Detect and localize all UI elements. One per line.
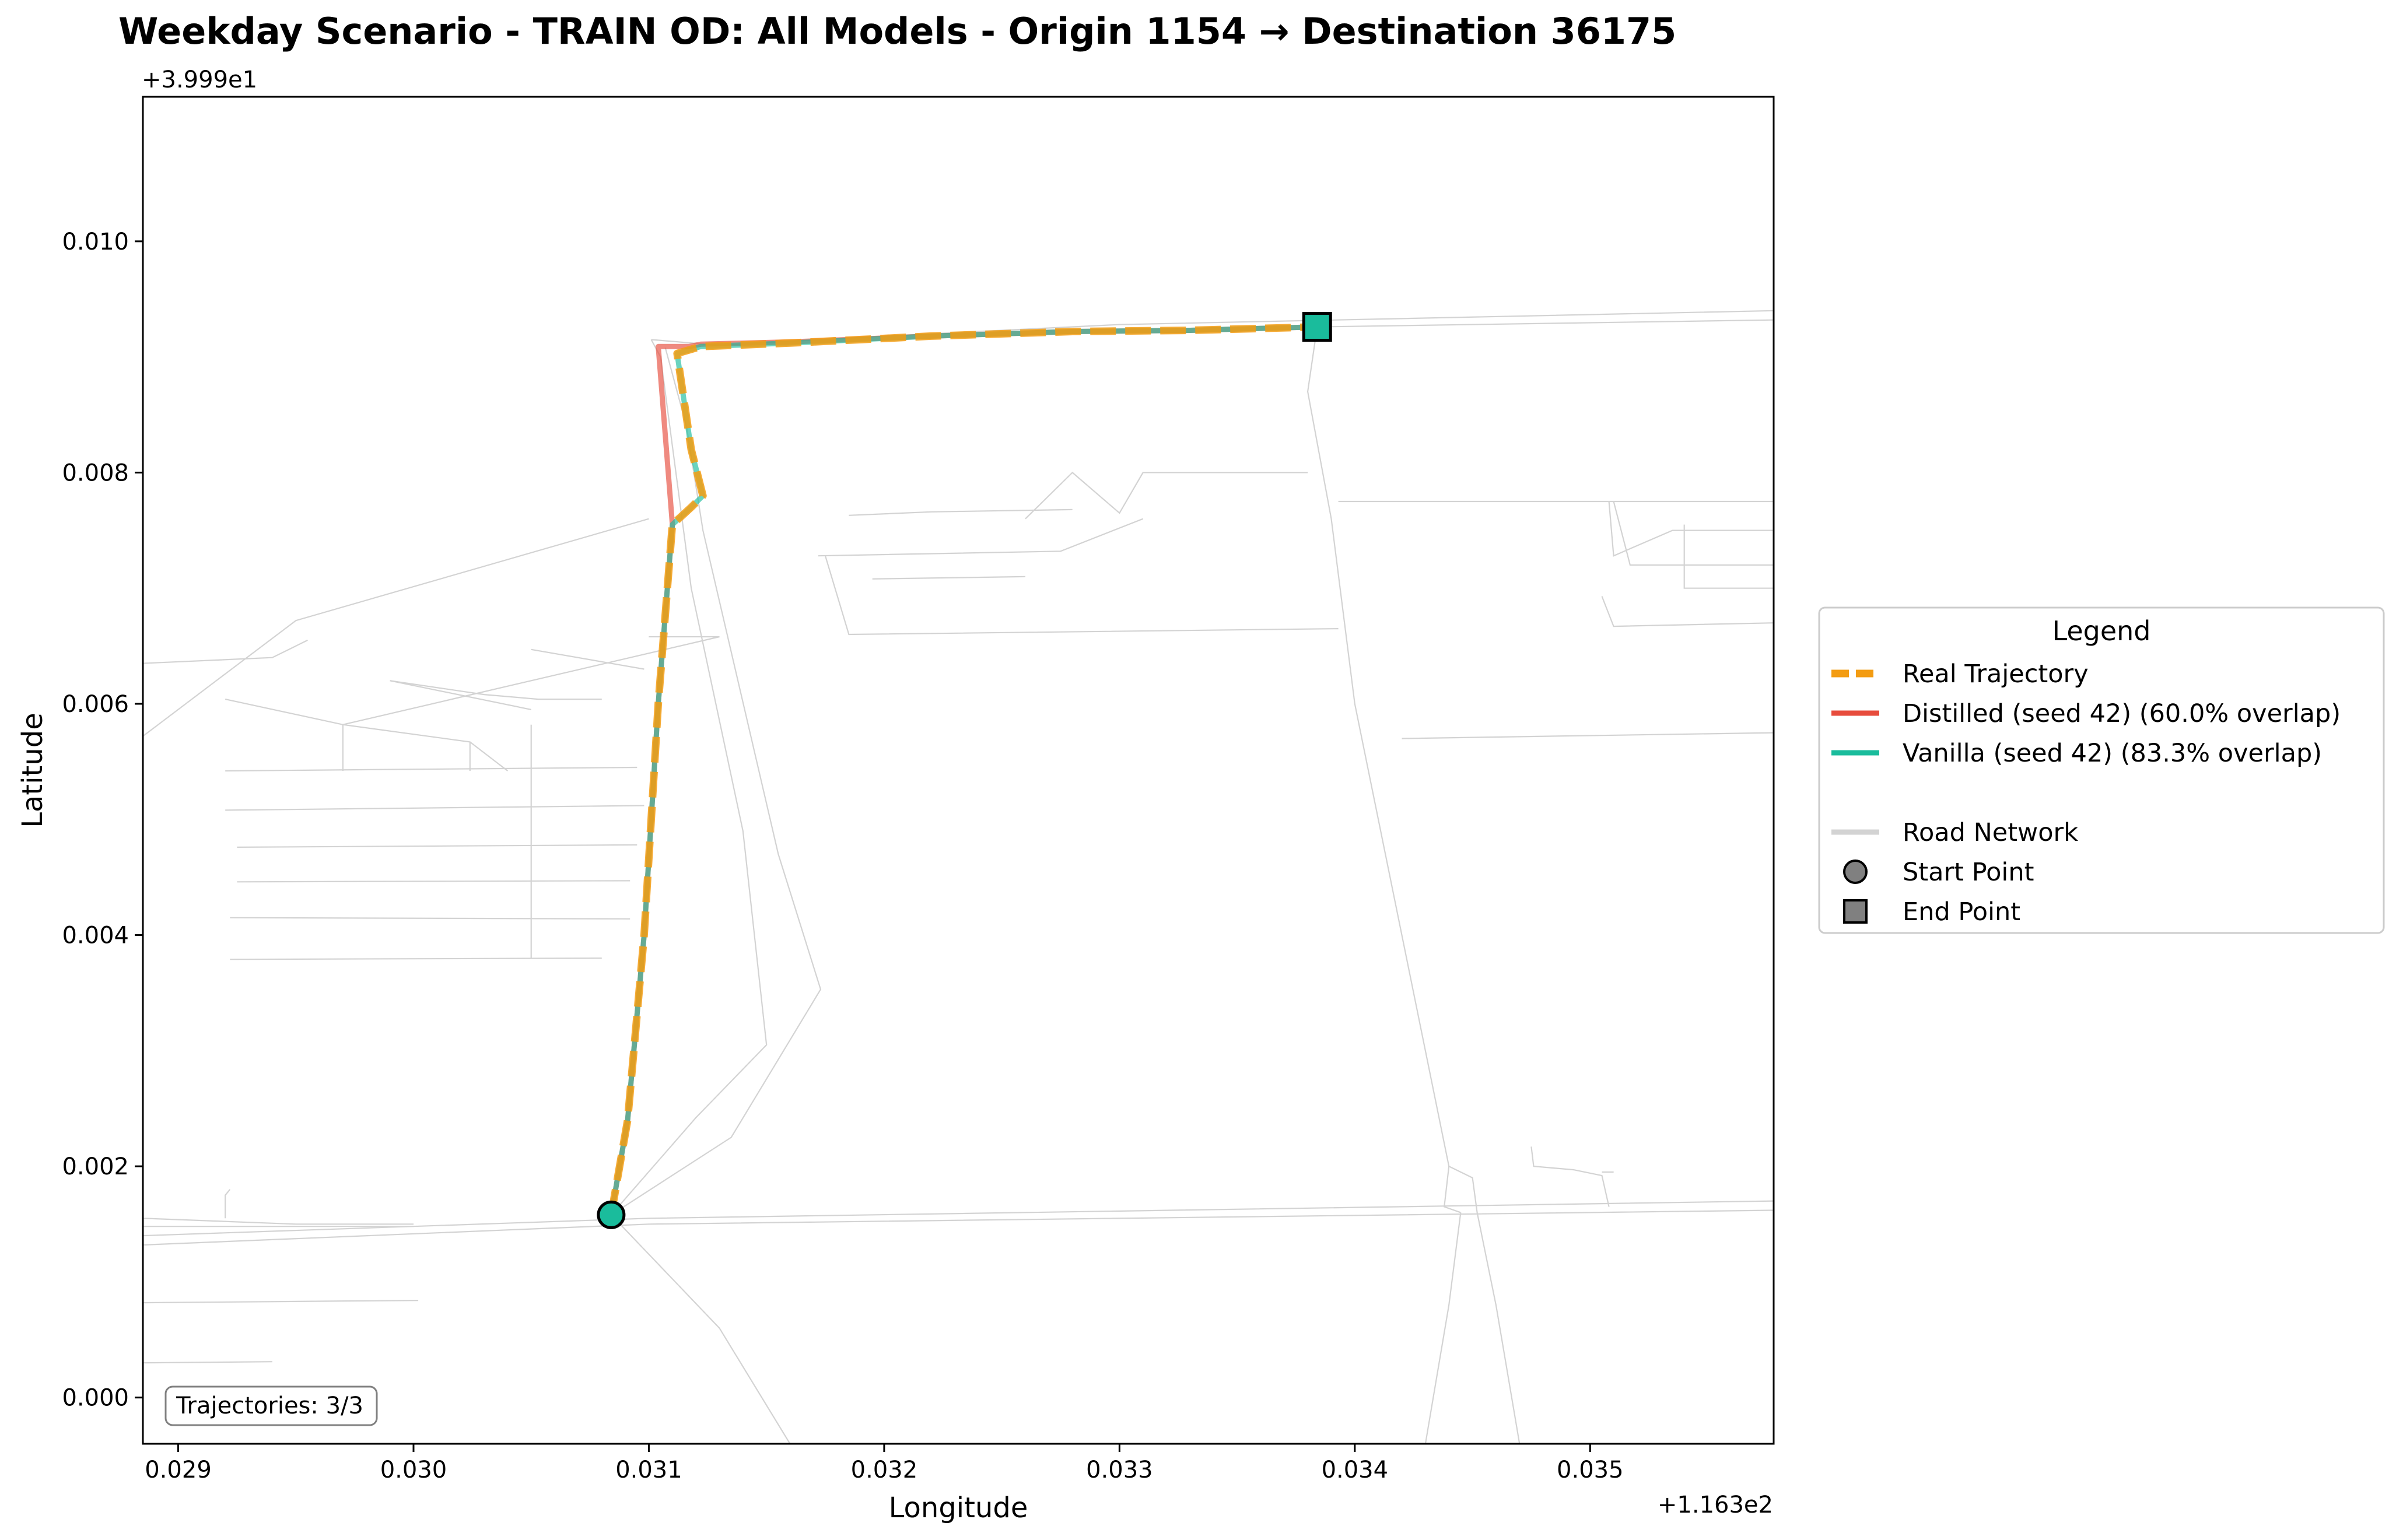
series-line-2 <box>607 323 1318 1216</box>
road-segment-5 <box>143 1361 272 1364</box>
road-segment-11 <box>1317 319 1774 328</box>
legend-entry-label: End Point <box>1903 897 2020 927</box>
plot-frame <box>142 96 1775 1445</box>
road-segment-28 <box>230 917 630 920</box>
legend-entries: Real Trajectory Distilled (seed 42) (60.0… <box>1831 660 2341 927</box>
road-segment-25 <box>225 805 644 811</box>
y-axis-ticks: 0.000 0.002 0.004 0.006 0.008 0.010 <box>62 229 143 1412</box>
road-segment-12 <box>1306 327 1521 1444</box>
legend-box <box>1818 606 2385 934</box>
annotation-box <box>164 1385 378 1426</box>
legend-entry-label: Distilled (seed 42) (60.0% overlap) <box>1903 699 2341 728</box>
road-segment-27 <box>237 880 630 883</box>
road-segment-33 <box>1025 471 1308 520</box>
legend-entry-label: Vanilla (seed 42) (83.3% overlap) <box>1903 739 2322 768</box>
x-tick-label: 0.034 <box>1322 1457 1389 1483</box>
chart-title: Weekday Scenario - TRAIN OD: All Models … <box>118 10 1676 52</box>
annotation-text: Trajectories: 3/3 <box>176 1392 363 1419</box>
road-segment-35 <box>824 555 1339 636</box>
road-segment-34 <box>818 518 1144 557</box>
road-segment-7 <box>611 1214 791 1444</box>
road-segment-32 <box>872 576 1026 580</box>
x-tick-label: 0.031 <box>615 1457 682 1483</box>
road-segment-40 <box>1402 732 1774 739</box>
legend-swatch <box>1843 860 1868 884</box>
road-segment-13 <box>1444 1166 1461 1213</box>
y-tick-label: 0.000 <box>62 1385 129 1412</box>
road-segment-1 <box>143 1209 1774 1246</box>
end-point-marker <box>1302 312 1332 342</box>
y-tick-label: 0.008 <box>62 459 129 486</box>
trajectory-count-annotation: Trajectories: 3/3 <box>164 1385 378 1426</box>
legend-entry-label: Start Point <box>1903 858 2034 887</box>
x-tick-label: 0.035 <box>1557 1457 1624 1483</box>
x-tick-label: 0.032 <box>851 1457 918 1483</box>
y-tick-label: 0.006 <box>62 691 129 718</box>
x-tick-label: 0.029 <box>145 1457 212 1483</box>
road-segment-41 <box>1601 596 1774 627</box>
trajectory-series <box>607 323 1320 1218</box>
y-offset-label: +3.999e1 <box>142 66 257 93</box>
road-segment-0 <box>143 1200 1774 1237</box>
y-axis-label: Latitude <box>16 713 49 828</box>
legend-entry-label: Road Network <box>1903 818 2078 847</box>
x-axis-label: Longitude <box>889 1492 1028 1524</box>
plot-area <box>143 97 1774 1444</box>
start-point-marker <box>597 1200 626 1229</box>
road-segment-37 <box>1613 501 1774 566</box>
road-segment-42 <box>1530 1146 1610 1207</box>
legend-swatch <box>1843 899 1868 924</box>
x-tick-label: 0.030 <box>380 1457 447 1483</box>
road-segment-21 <box>390 680 602 700</box>
road-segment-23 <box>531 648 644 670</box>
road-segment-15 <box>143 518 649 737</box>
legend-entry-label: Real Trajectory <box>1903 660 2089 689</box>
y-tick-label: 0.010 <box>62 229 129 255</box>
y-tick-label: 0.002 <box>62 1153 129 1180</box>
road-segment-17 <box>225 699 509 771</box>
road-segment-6 <box>225 1189 231 1219</box>
legend-title: Legend <box>2052 615 2151 647</box>
x-axis-ticks: 0.029 0.030 0.031 0.032 0.033 0.034 0.035 <box>145 1444 1624 1483</box>
road-segment-29 <box>230 957 602 960</box>
road-segment-31 <box>849 508 1073 516</box>
road-segment-19 <box>342 636 720 725</box>
road-segment-22 <box>390 680 531 710</box>
road-segment-26 <box>237 844 637 848</box>
od-markers <box>597 312 1332 1229</box>
road-segment-4 <box>143 1300 419 1304</box>
road-segment-2 <box>143 1218 414 1225</box>
road-segment-16 <box>143 639 308 664</box>
x-tick-label: 0.033 <box>1086 1457 1153 1483</box>
road-segment-39 <box>1683 524 1774 589</box>
x-offset-label: +1.163e2 <box>1658 1492 1773 1518</box>
road-segment-38 <box>1608 501 1774 557</box>
y-tick-label: 0.004 <box>62 922 129 949</box>
road-segment-14 <box>1424 1212 1462 1444</box>
road-segment-24 <box>225 766 637 772</box>
legend: Legend Real Trajectory Distilled (seed 42… <box>1818 606 2385 934</box>
